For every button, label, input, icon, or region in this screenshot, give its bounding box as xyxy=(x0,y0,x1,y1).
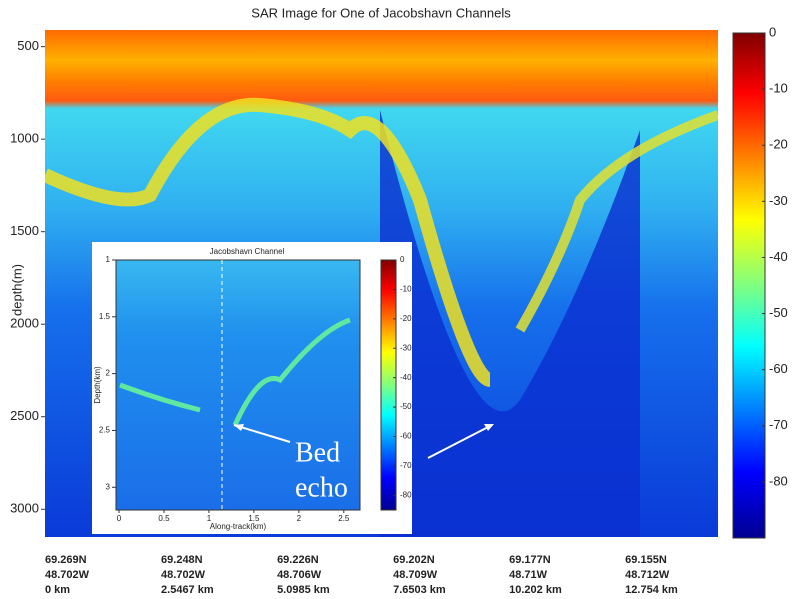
y-tick-label: 1.5 xyxy=(99,312,111,321)
x-location-label: 7.6503 km xyxy=(393,584,446,596)
x-location-label: 0 km xyxy=(45,584,70,596)
y-tick-label: 1500 xyxy=(10,223,39,238)
inset-x-label: Along-track(km) xyxy=(210,522,267,531)
y-tick-label: 2.5 xyxy=(99,426,111,435)
x-location-label: 69.202N xyxy=(393,554,435,566)
arrow-head xyxy=(234,424,244,431)
inset-image xyxy=(115,259,361,511)
colorbar-tick-label: 0 xyxy=(400,255,405,264)
y-tick-label: 500 xyxy=(17,38,39,53)
inset-y-label: Depth(km) xyxy=(93,366,102,404)
y-tick-label: 3000 xyxy=(10,501,39,516)
colorbar-tick-label: -10 xyxy=(769,81,788,96)
channel-valley xyxy=(380,110,640,537)
colorbar-tick-label: -60 xyxy=(400,432,412,441)
colorbar-tick-label: -70 xyxy=(769,417,788,432)
x-tick-label: 0.5 xyxy=(158,514,170,523)
x-location-label: 69.177N xyxy=(509,554,551,566)
colorbar-tick-label: -60 xyxy=(769,361,788,376)
y-tick-label: 2 xyxy=(106,369,111,378)
inset-colorbar xyxy=(380,259,397,511)
x-tick-label: 2 xyxy=(297,514,302,523)
colorbar-tick-label: -50 xyxy=(400,402,412,411)
chart-title: SAR Image for One of Jacobshavn Channels xyxy=(251,5,511,20)
colorbar-tick-label: -70 xyxy=(400,461,412,470)
annotation: Bed xyxy=(295,437,340,468)
x-tick-label: 2.5 xyxy=(338,514,350,523)
colorbar xyxy=(732,32,766,539)
arrow-head xyxy=(484,424,494,431)
x-location-label: 69.269N xyxy=(45,554,87,566)
x-location-label: 69.248N xyxy=(161,554,203,566)
bed-reflector xyxy=(515,110,718,333)
x-location-label: 69.155N xyxy=(625,554,667,566)
x-location-label: 5.0985 km xyxy=(277,584,330,596)
inset-reflector xyxy=(119,317,351,427)
colorbar-tick-label: -20 xyxy=(769,137,788,152)
bed-reflector xyxy=(45,97,492,387)
x-location-label: 48.709W xyxy=(393,569,438,581)
inset-title: Jacobshavn Channel xyxy=(210,247,285,256)
colorbar-tick-label: -80 xyxy=(400,490,412,499)
x-tick-label: 1 xyxy=(207,514,212,523)
colorbar-tick-label: -40 xyxy=(400,373,412,382)
y-axis-label: depth(m) xyxy=(9,264,24,316)
annotation: echo xyxy=(295,472,348,503)
y-tick-label: 2500 xyxy=(10,408,39,423)
y-tick-label: 1 xyxy=(106,255,111,264)
colorbar-tick-label: -50 xyxy=(769,305,788,320)
colorbar-tick-label: -30 xyxy=(400,343,412,352)
x-location-label: 48.702W xyxy=(45,569,90,581)
x-location-label: 12.754 km xyxy=(625,584,678,596)
colorbar-tick-label: -80 xyxy=(769,473,788,488)
arrow xyxy=(233,424,291,443)
x-tick-label: 0 xyxy=(117,514,122,523)
x-location-label: 48.706W xyxy=(277,569,322,581)
x-location-label: 69.226N xyxy=(277,554,319,566)
x-location-label: 48.71W xyxy=(509,569,548,581)
inset xyxy=(92,242,412,534)
colorbar-tick-label: -40 xyxy=(769,249,788,264)
colorbar-tick-label: -20 xyxy=(400,314,412,323)
y-tick-label: 1000 xyxy=(10,131,39,146)
x-location-label: 48.712W xyxy=(625,569,670,581)
colorbar-tick-label: 0 xyxy=(769,24,776,39)
x-location-label: 2.5467 km xyxy=(161,584,214,596)
y-tick-label: 3 xyxy=(106,482,111,491)
colorbar-tick-label: -30 xyxy=(769,193,788,208)
colorbar-tick-label: -10 xyxy=(400,285,412,294)
y-tick-label: 2000 xyxy=(10,316,39,331)
x-location-label: 10.202 km xyxy=(509,584,562,596)
x-location-label: 48.702W xyxy=(161,569,206,581)
x-tick-label: 1.5 xyxy=(248,514,260,523)
arrow xyxy=(427,424,493,459)
